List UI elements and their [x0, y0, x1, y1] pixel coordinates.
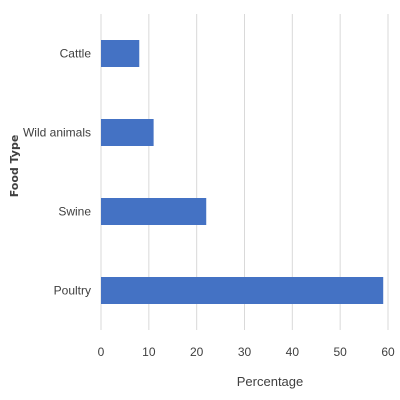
bar-cattle — [101, 40, 140, 67]
x-tick-label: 10 — [142, 345, 156, 359]
x-tick-label: 0 — [98, 345, 105, 359]
category-label: Poultry — [54, 284, 91, 298]
bar-wild-animals — [101, 119, 154, 146]
x-tick-label: 20 — [190, 345, 204, 359]
gridlines — [100, 14, 389, 330]
bar-swine — [101, 198, 207, 225]
bars — [101, 40, 384, 304]
x-tick-labels: 0 10 20 30 40 50 60 — [98, 345, 395, 359]
bar-poultry — [101, 277, 384, 304]
y-axis-title: Food Type — [8, 135, 21, 198]
category-label: Swine — [58, 205, 91, 219]
x-tick-label: 40 — [286, 345, 300, 359]
x-axis-title: Percentage — [237, 374, 304, 389]
category-label: Cattle — [60, 47, 92, 61]
category-label: Wild animals — [23, 126, 91, 140]
x-tick-label: 60 — [381, 345, 395, 359]
category-labels: Cattle Wild animals Swine Poultry — [23, 47, 91, 298]
x-tick-label: 30 — [238, 345, 252, 359]
x-tick-label: 50 — [333, 345, 347, 359]
